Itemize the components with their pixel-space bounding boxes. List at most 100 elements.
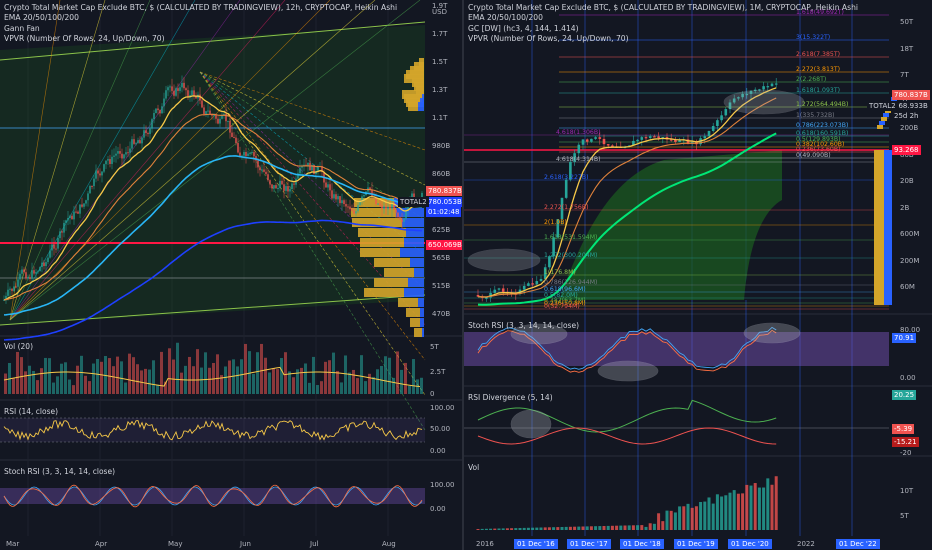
left-volume-bar — [208, 367, 211, 394]
right-volume-bar — [644, 526, 648, 530]
left-candle — [411, 193, 413, 198]
left-candle — [73, 211, 75, 220]
right-ema20-line — [477, 87, 777, 298]
left-time-jun: Jun — [240, 540, 251, 548]
right-candle — [661, 137, 665, 139]
right-price-axis-label: 2B — [900, 203, 910, 212]
left-gann-line — [9, 0, 151, 321]
left-price-axis-label: 1.1T — [432, 114, 448, 122]
right-volume-bar — [690, 507, 694, 530]
left-volume-bar — [224, 366, 227, 394]
right-time-2016: 2016 — [476, 540, 494, 548]
left-candle — [119, 151, 121, 154]
right-gc-line — [477, 132, 777, 306]
right-volume-bar — [686, 503, 690, 530]
left-volume-bar — [92, 363, 95, 394]
right-stoch-title[interactable]: Stoch RSI (3, 3, 14, 14, close) — [468, 321, 579, 330]
left-vpvr-down-bar — [364, 288, 404, 297]
right-vpvr-small-bar — [877, 125, 883, 129]
right-volume-bar — [673, 512, 677, 530]
right-volume-bar — [564, 526, 568, 530]
right-volume-bar — [636, 525, 640, 530]
right-chart-canvas[interactable] — [464, 0, 932, 550]
left-candle — [125, 152, 127, 155]
left-candle — [31, 270, 33, 279]
left-rsi-title[interactable]: RSI (14, close) — [4, 407, 59, 416]
left-legend-symbol[interactable]: Crypto Total Market Cap Exclude BTC, $ (… — [4, 3, 398, 12]
left-legend-gann[interactable]: Gann Fan — [4, 23, 40, 33]
right-fib-label: 0.5(129.893B) — [796, 136, 841, 143]
left-legend-ema[interactable]: EMA 20/50/100/200 — [4, 13, 79, 23]
left-legend-vpvr[interactable]: VPVR (Number Of Rows, 24, Up/Down, 70) — [4, 34, 165, 44]
right-candle — [594, 137, 597, 139]
left-time-jul: Jul — [310, 540, 319, 548]
left-candle — [167, 87, 169, 91]
right-legend-symbol[interactable]: Crypto Total Market Cap Exclude BTC, $ (… — [468, 3, 858, 12]
right-candle — [640, 137, 644, 140]
left-volume-bar — [128, 353, 131, 394]
right-legend-vpvr[interactable]: VPVR (Number Of Rows, 24, Up/Down, 70) — [468, 34, 629, 44]
left-volume-bar — [276, 369, 279, 394]
panel-divider[interactable] — [462, 0, 464, 550]
right-countdown-tag: 25d 2h — [892, 111, 921, 121]
left-volume-bar — [220, 375, 223, 394]
right-rsidiv-tag-3: -15.21 — [892, 437, 919, 447]
left-candle — [391, 202, 393, 210]
right-candle — [527, 283, 530, 286]
left-vpvr-up-bar — [404, 238, 424, 247]
right-legend-gc[interactable]: GC [DW] (hc3, 4, 144, 1.414) — [468, 23, 579, 33]
left-candle — [51, 244, 53, 251]
left-candle — [149, 128, 151, 135]
left-chart-panel[interactable]: Crypto Total Market Cap Exclude BTC, $ (… — [0, 0, 462, 550]
right-legend-ema[interactable]: EMA 20/50/100/200 — [468, 13, 543, 23]
right-volume-bar — [526, 527, 530, 530]
left-vol-axis-0: 5T — [430, 343, 439, 351]
left-candle — [163, 98, 165, 107]
left-volume-bar — [204, 352, 207, 394]
left-candle — [335, 194, 337, 200]
right-price-axis-label: 50T — [900, 18, 914, 26]
left-volume-bar — [24, 371, 27, 394]
right-price-axis-label: 7T — [900, 71, 909, 79]
left-candle — [185, 88, 187, 91]
right-volume-bar — [661, 521, 665, 530]
left-volume-bar — [132, 357, 135, 394]
right-volume-bar — [484, 528, 488, 530]
right-candle — [770, 83, 774, 87]
left-candle — [5, 295, 7, 300]
left-volume-bar — [304, 363, 307, 394]
right-candle — [552, 237, 555, 257]
left-candle — [145, 130, 147, 134]
left-volume-bar — [384, 356, 387, 394]
left-candle — [289, 189, 291, 192]
left-candle — [237, 143, 239, 153]
left-candle — [67, 217, 69, 221]
right-chart-panel[interactable]: Crypto Total Market Cap Exclude BTC, $ (… — [464, 0, 932, 550]
left-chart-canvas[interactable] — [0, 0, 462, 550]
right-fib-label: 2.272(3.813T) — [796, 66, 841, 73]
right-volume-bar — [594, 526, 598, 530]
left-volume-bar — [300, 367, 303, 394]
left-volume-bar — [68, 379, 71, 394]
left-volume-bar — [272, 368, 275, 394]
left-vol-title[interactable]: Vol (20) — [4, 342, 34, 351]
left-candle — [77, 211, 79, 214]
left-volume-bar — [32, 370, 35, 394]
right-volume-bar — [749, 485, 753, 530]
right-volume-bar — [619, 525, 623, 530]
left-volume-bar — [360, 355, 363, 394]
right-vol-title[interactable]: Vol — [468, 463, 480, 472]
left-candle — [277, 187, 279, 189]
left-candle — [123, 154, 125, 159]
left-candle — [105, 160, 107, 165]
left-candle — [11, 288, 13, 291]
right-rsidiv-title[interactable]: RSI Divergence (5, 14) — [468, 393, 553, 402]
right-date-dec18: 01 Dec '18 — [620, 539, 664, 549]
left-stoch-title[interactable]: Stoch RSI (3, 3, 14, 14, close) — [4, 467, 115, 476]
left-candle — [217, 118, 219, 124]
left-candle — [193, 90, 195, 96]
right-fib-label-lower: 0(32.794M) — [544, 303, 580, 310]
left-volume-bar — [100, 361, 103, 394]
left-candle — [371, 189, 373, 197]
left-candle — [19, 273, 21, 280]
